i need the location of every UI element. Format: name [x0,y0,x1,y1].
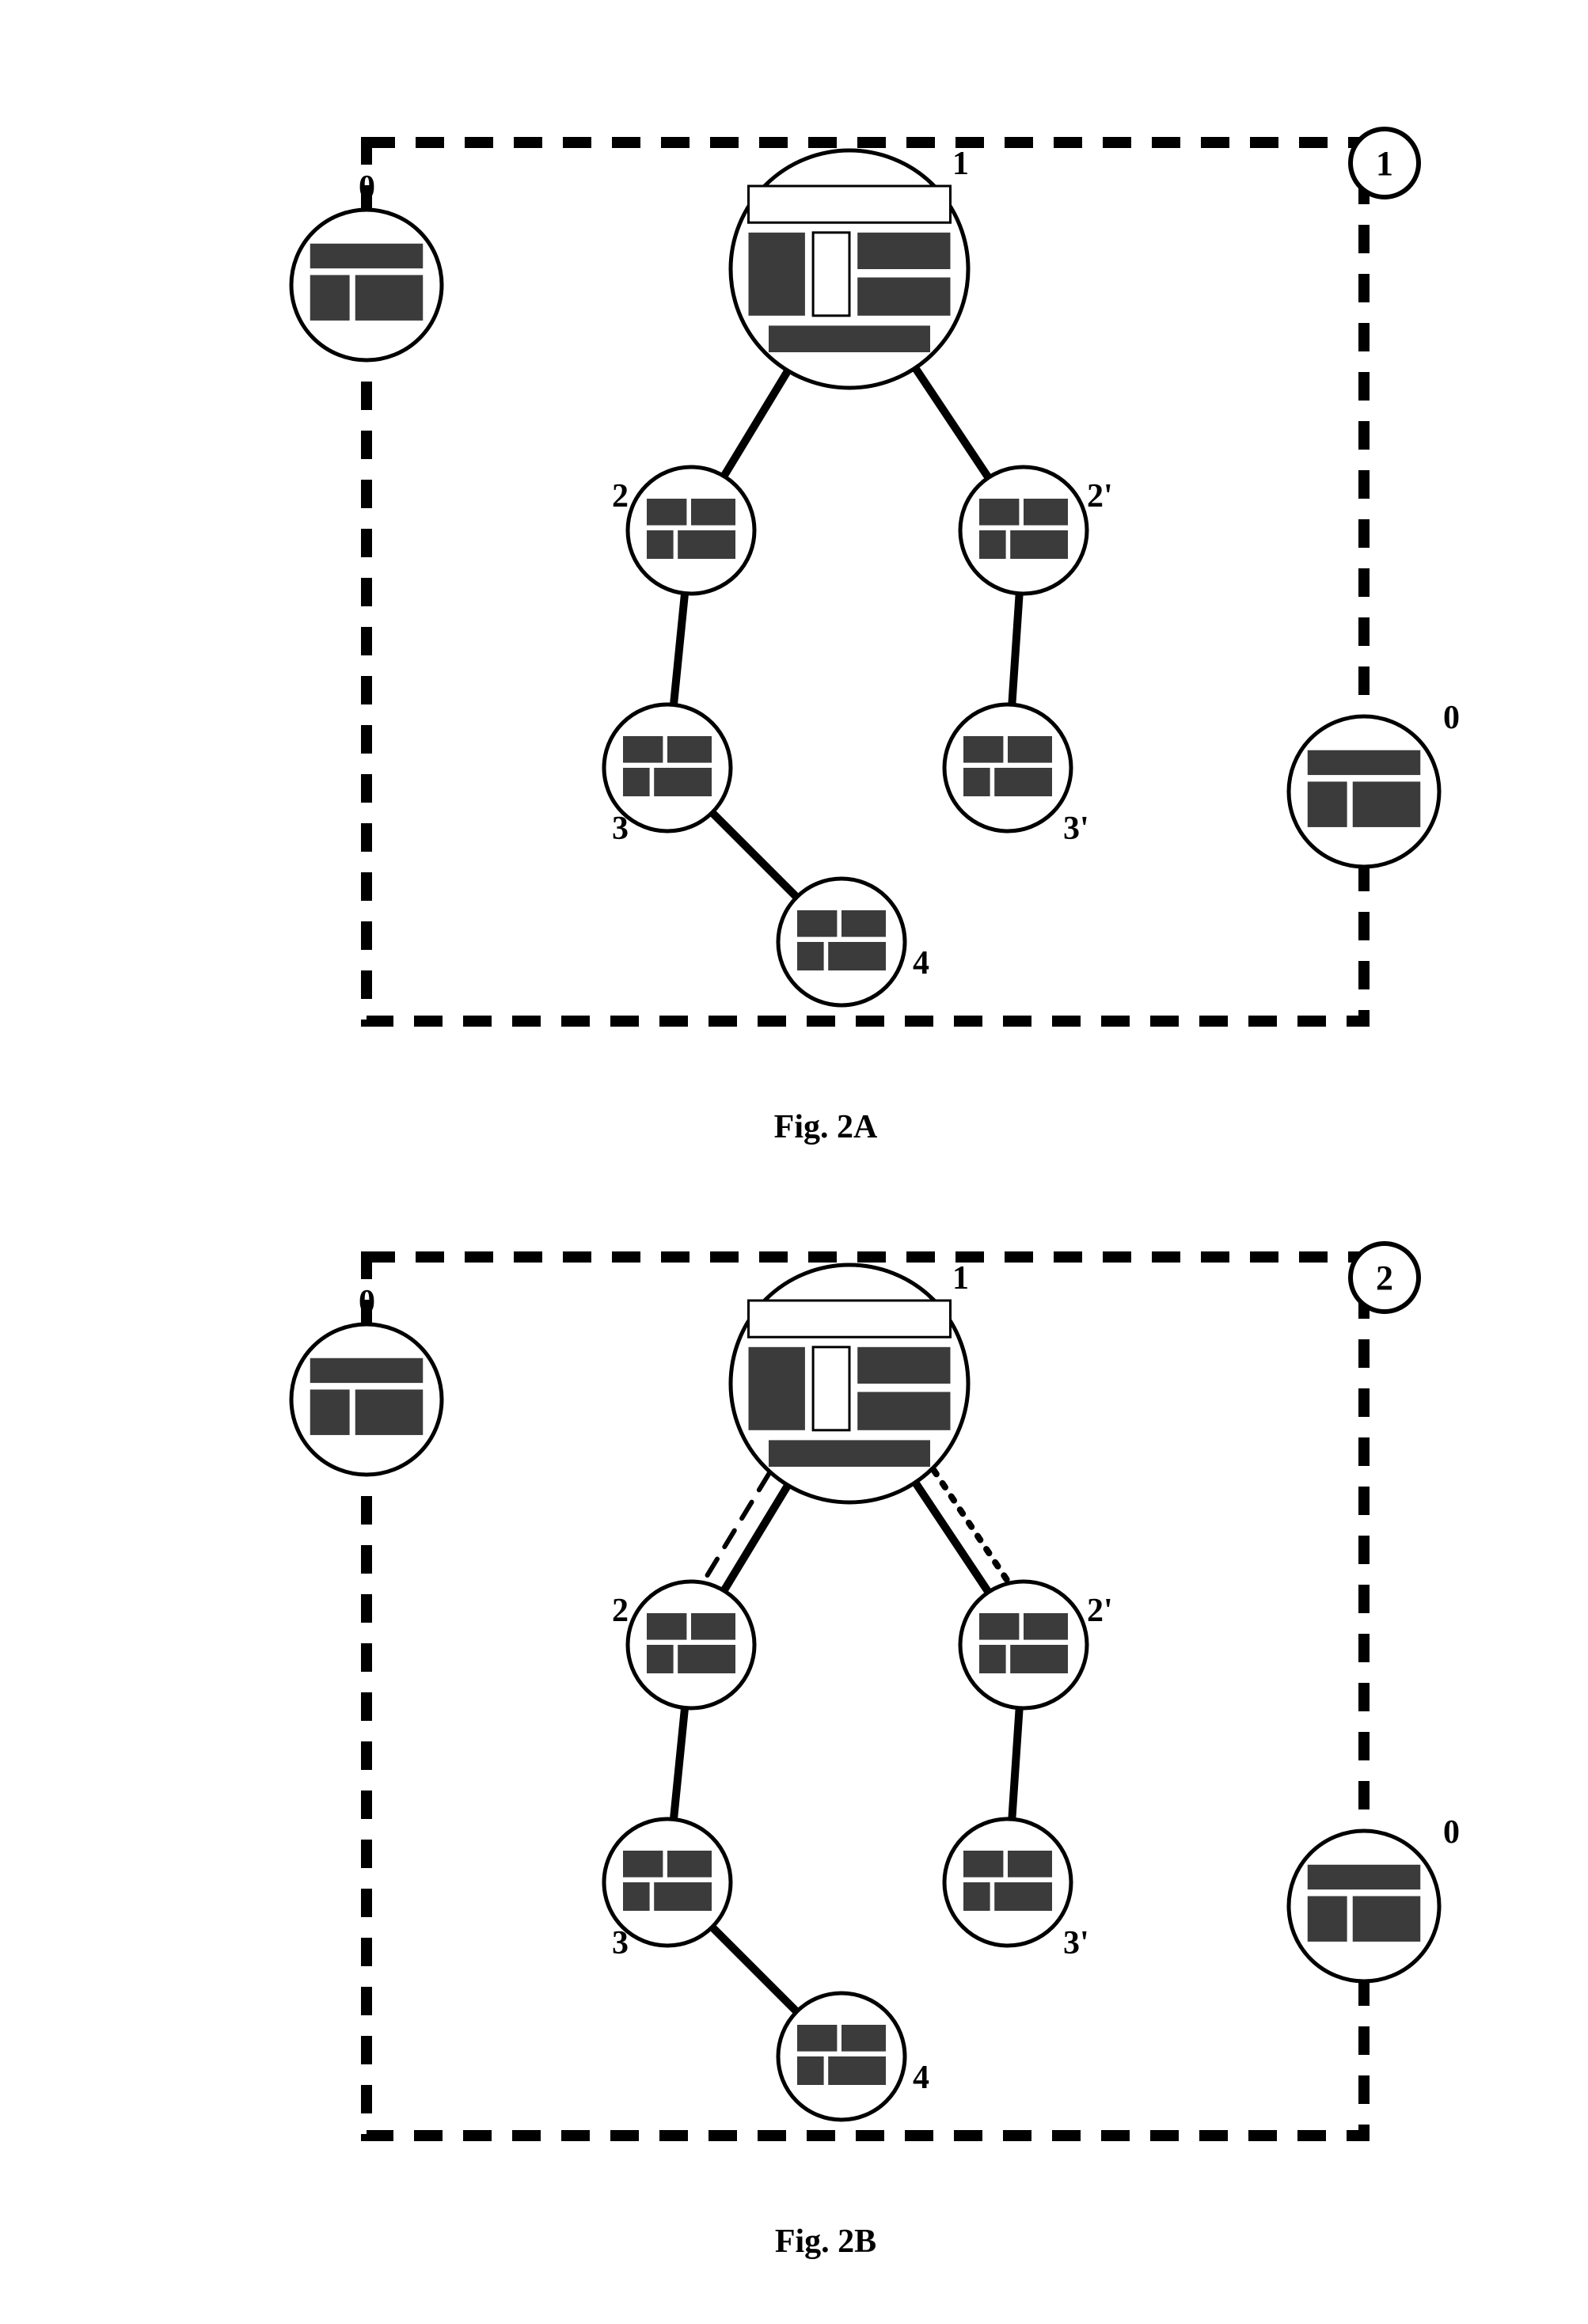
node-label: 2 [612,478,629,515]
figure-caption: Fig. 2A [113,1108,1538,1146]
node-icon [749,1301,951,1467]
node-label: 4 [913,945,929,982]
node-label: 3' [1063,1925,1089,1961]
node-icon [1308,1865,1421,1942]
panel-badge-text: 1 [1376,143,1393,184]
node-n0: 0 [291,169,442,360]
node-icon [310,244,424,321]
node-n0: 0 [291,1284,442,1475]
node-n1: 1 [731,146,969,388]
node-n1: 1 [731,1260,969,1502]
diagram-svg: 0 1 2 2' 3 3' 4 0' [192,79,1459,1092]
node-label: 2 [612,1593,629,1629]
node-label: 3' [1063,811,1089,847]
node-icon [749,186,951,352]
edge [674,1708,685,1820]
figure-fig2a: 1 0 1 2 2' 3 3' 4 0' Fig. 2A [113,79,1538,1146]
node-label: 0 [359,1284,375,1320]
edge [724,1485,788,1590]
figure-fig2b: 2 0 1 2 2' 3 3' 4 0' Fig. 2B [113,1194,1538,2261]
node-n0p: 0' [1289,1814,1459,1981]
node-label: 2' [1087,478,1113,515]
node-n3: 3 [604,704,731,847]
node-icon [310,1358,424,1435]
node-n2: 2 [612,1582,754,1708]
node-label: 2' [1087,1593,1113,1629]
diagram-svg: 0 1 2 2' 3 3' 4 0' [192,1194,1459,2207]
node-n4: 4 [778,1993,929,2120]
panel-badge: 1 [1348,127,1421,199]
node-n3p: 3' [944,704,1089,847]
edge [1012,1708,1019,1819]
edge [1012,594,1019,704]
node-n2: 2 [612,467,754,594]
node-n2p: 2' [960,467,1113,594]
edge [712,813,797,898]
edge [712,1927,797,2012]
node-n3p: 3' [944,1819,1089,1961]
node-icon [1308,750,1421,827]
edge [915,368,988,478]
node-label: 0' [1443,1814,1459,1851]
node-label: 3 [612,1925,629,1961]
edge [724,370,788,476]
node-n3: 3 [604,1819,731,1961]
node-n0p: 0' [1289,700,1459,867]
figure-caption: Fig. 2B [113,2223,1538,2261]
node-label: 1 [952,146,969,182]
panel-badge: 2 [1348,1241,1421,1314]
node-n4: 4 [778,879,929,1005]
node-label: 3 [612,811,629,847]
edge [674,594,685,705]
panel-badge-text: 2 [1376,1258,1393,1298]
node-label: 0' [1443,700,1459,736]
node-label: 1 [952,1260,969,1297]
node-label: 0 [359,169,375,206]
node-label: 4 [913,2060,929,2096]
node-n2p: 2' [960,1582,1113,1708]
